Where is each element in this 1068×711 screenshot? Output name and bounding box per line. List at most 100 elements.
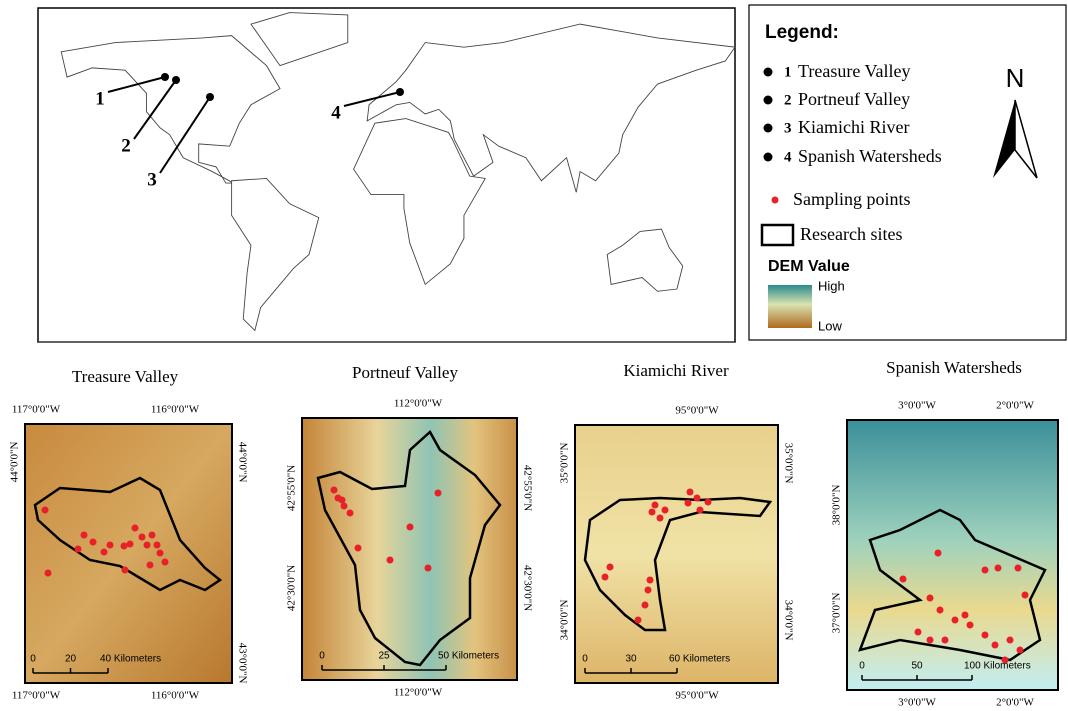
coord-label: 117°0'0"W [12, 404, 61, 416]
sampling-point [607, 564, 614, 571]
coord-label: 34°0'0"N [559, 600, 571, 641]
coord-label: 116°0'0"W [151, 404, 200, 416]
coord-label: 44°0'0"N [236, 442, 248, 483]
dem-ramp [768, 285, 812, 328]
sampling-point [144, 542, 151, 549]
sampling-point [982, 632, 989, 639]
site-marker [206, 93, 214, 101]
sampling-point [967, 622, 974, 629]
panel-title: Treasure Valley [72, 367, 179, 386]
sampling-point [81, 532, 88, 539]
sampling-point [107, 542, 114, 549]
site-number: 3 [784, 120, 792, 136]
scale-label: 50 [911, 661, 923, 672]
scale-label: 60 Kilometers [669, 654, 730, 665]
site-number: 2 [784, 92, 792, 108]
sampling-point [705, 499, 712, 506]
sampling-point [139, 534, 146, 541]
coord-label: 112°0'0"W [394, 398, 443, 410]
sampling-point [435, 490, 442, 497]
coord-label: 42°55'0"N [286, 465, 298, 511]
sampling-point [157, 550, 164, 557]
sampling-point [1022, 592, 1029, 599]
site-symbol [764, 124, 773, 133]
sampling-point [101, 549, 108, 556]
coord-label: 116°0'0"W [151, 690, 200, 702]
sampling-point [121, 543, 128, 550]
site-symbol [764, 153, 773, 162]
sampling-point [937, 607, 944, 614]
sampling-point [992, 642, 999, 649]
sampling-point [331, 487, 338, 494]
coord-label: 3°0'0"W [898, 400, 936, 412]
scale-label: 0 [582, 654, 588, 665]
sampling-point [90, 539, 97, 546]
coord-label: 35°0'0"N [559, 443, 571, 484]
coord-label: 44°0'0"N [9, 442, 21, 483]
sampling-point [962, 612, 969, 619]
scale-label: 100 Kilometers [964, 661, 1031, 672]
sampling-point [407, 524, 414, 531]
coord-label: 43°0'0"N [236, 643, 248, 684]
scale-label: 0 [319, 651, 325, 662]
sampling-point [154, 542, 161, 549]
sampling-point [952, 617, 959, 624]
sampling-point [694, 495, 701, 502]
sampling-point [649, 509, 656, 516]
site-symbol [764, 68, 773, 77]
sampling-point [127, 541, 134, 548]
coord-label: 35°0'0"N [782, 443, 794, 484]
coord-label: 37°0'0"N [831, 593, 843, 634]
sampling-point [162, 559, 169, 566]
sampling-point [915, 629, 922, 636]
sampling-point [602, 574, 609, 581]
sampling-point [339, 497, 346, 504]
marker-label: 3 [147, 169, 157, 190]
site-name: Portneuf Valley [798, 89, 910, 109]
dem-title: DEM Value [768, 258, 850, 275]
sampling-point [1015, 565, 1022, 572]
north-label: N [1006, 63, 1025, 93]
site-number: 1 [784, 64, 792, 80]
coord-label: 95°0'0"W [675, 405, 719, 417]
sampling-point [42, 507, 49, 514]
dem-low: Low [818, 318, 842, 333]
coord-label: 117°0'0"W [12, 690, 61, 702]
coord-label: 2°0'0"W [996, 697, 1034, 706]
sampling-point [149, 532, 156, 539]
coord-label: 95°0'0"W [675, 690, 719, 702]
coord-label: 38°0'0"N [831, 485, 843, 526]
scale-label: 30 [625, 654, 637, 665]
panel-map [25, 424, 232, 683]
scale-label: 50 Kilometers [438, 651, 499, 662]
sampling-point [75, 546, 82, 553]
scale-label: 20 [65, 654, 77, 665]
site-name: Kiamichi River [798, 117, 909, 137]
sampling-point [697, 507, 704, 514]
sampling-point [122, 567, 129, 574]
sampling-point [687, 489, 694, 496]
coord-label: 112°0'0"W [394, 687, 443, 699]
coord-label: 3°0'0"W [898, 697, 936, 706]
panel-map [575, 425, 778, 683]
research-sites-label: Research sites [800, 224, 902, 244]
sampling-point [642, 602, 649, 609]
marker-label: 2 [121, 135, 131, 156]
sampling-point [132, 525, 139, 532]
sampling-point [927, 637, 934, 644]
coord-label: 42°30'0"N [286, 565, 298, 611]
site-name: Treasure Valley [798, 61, 910, 81]
panel-title: Spanish Watersheds [886, 358, 1022, 377]
sampling-point [982, 567, 989, 574]
site-marker [396, 88, 404, 96]
sampling-point [647, 577, 654, 584]
sampling-point [927, 595, 934, 602]
scale-label: 0 [30, 654, 36, 665]
site-marker [172, 76, 180, 84]
sampling-point [657, 515, 664, 522]
sampling-point [147, 562, 154, 569]
coord-label: 42°55'0"N [521, 465, 533, 511]
scale-label: 25 [378, 651, 390, 662]
figure: Legend: Sampling points Research sites D… [0, 0, 1068, 706]
dem-high: High [818, 278, 845, 293]
